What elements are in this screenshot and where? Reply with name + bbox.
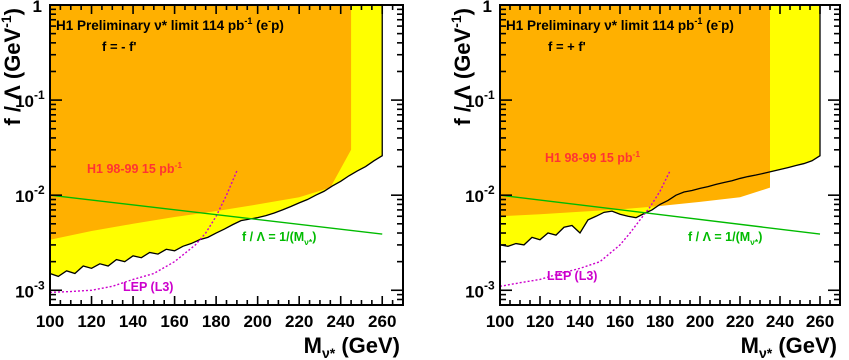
lep-l3-curve xyxy=(50,170,238,294)
y-tick-exponent: -1 xyxy=(34,88,45,102)
lep-l3-curve xyxy=(500,170,671,288)
x-axis-title: Mν* (GeV) xyxy=(741,333,837,360)
y-tick-label: 1 xyxy=(33,0,42,16)
coupling-line-label: f / Λ = 1/(Mν*) xyxy=(242,230,316,247)
y-tick-label: 10 xyxy=(465,282,484,301)
x-tick-label: 200 xyxy=(686,312,714,331)
x-tick-label: 260 xyxy=(806,312,834,331)
coupling-line-label: f / Λ = 1/(Mν*) xyxy=(688,230,762,247)
x-tick-label: 240 xyxy=(766,312,794,331)
y-tick-exponent: -1 xyxy=(484,88,495,102)
h1-114-limit-curve xyxy=(50,5,383,278)
x-tick-label: 100 xyxy=(36,312,64,331)
h1-98-99-exclusion-area xyxy=(50,5,352,240)
x-tick-label: 180 xyxy=(202,312,230,331)
y-tick-label: 10 xyxy=(465,92,484,111)
y-axis-title: f / Λ (GeV-1) xyxy=(0,8,25,126)
h1-98-99-label: H1 98-99 15 pb-1 xyxy=(87,160,182,176)
lep-l3-label: LEP (L3) xyxy=(547,269,597,283)
chart-title: H1 Preliminary ν* limit 114 pb-1 (e-p) xyxy=(56,16,284,33)
coupling-line xyxy=(50,194,383,235)
x-tick-label: 200 xyxy=(243,312,271,331)
y-tick-exponent: -2 xyxy=(484,183,495,197)
lep-l3-label: LEP (L3) xyxy=(123,280,173,294)
y-tick-label: 10 xyxy=(15,92,34,111)
y-tick-label: 1 xyxy=(483,0,492,16)
y-tick-label: 10 xyxy=(465,187,484,206)
h1-114-limit-curve xyxy=(500,5,821,247)
x-tick-label: 120 xyxy=(77,312,105,331)
x-tick-label: 220 xyxy=(726,312,754,331)
h1-98-99-exclusion-area xyxy=(500,5,770,217)
x-tick-label: 120 xyxy=(526,312,554,331)
coupling-label: f = + f' xyxy=(548,39,586,54)
coupling-label: f = - f' xyxy=(102,39,137,54)
x-tick-label: 220 xyxy=(285,312,313,331)
x-tick-label: 140 xyxy=(119,312,147,331)
y-tick-exponent: -3 xyxy=(484,278,495,292)
x-tick-label: 160 xyxy=(606,312,634,331)
y-tick-label: 10 xyxy=(15,282,34,301)
y-axis-title: f / Λ (GeV-1) xyxy=(448,8,475,126)
x-axis-title: Mν* (GeV) xyxy=(304,333,400,360)
coupling-line xyxy=(500,194,821,235)
x-tick-label: 180 xyxy=(646,312,674,331)
chart-title: H1 Preliminary ν* limit 114 pb-1 (e-p) xyxy=(506,16,734,33)
h1-98-99-label: H1 98-99 15 pb-1 xyxy=(545,149,640,165)
x-tick-label: 240 xyxy=(327,312,355,331)
y-tick-label: 10 xyxy=(15,187,34,206)
x-tick-label: 100 xyxy=(486,312,514,331)
x-tick-label: 140 xyxy=(566,312,594,331)
y-tick-exponent: -3 xyxy=(34,278,45,292)
plot-area xyxy=(50,5,383,294)
plot-area xyxy=(500,5,821,288)
x-tick-label: 260 xyxy=(368,312,396,331)
y-tick-exponent: -2 xyxy=(34,183,45,197)
x-tick-label: 160 xyxy=(160,312,188,331)
